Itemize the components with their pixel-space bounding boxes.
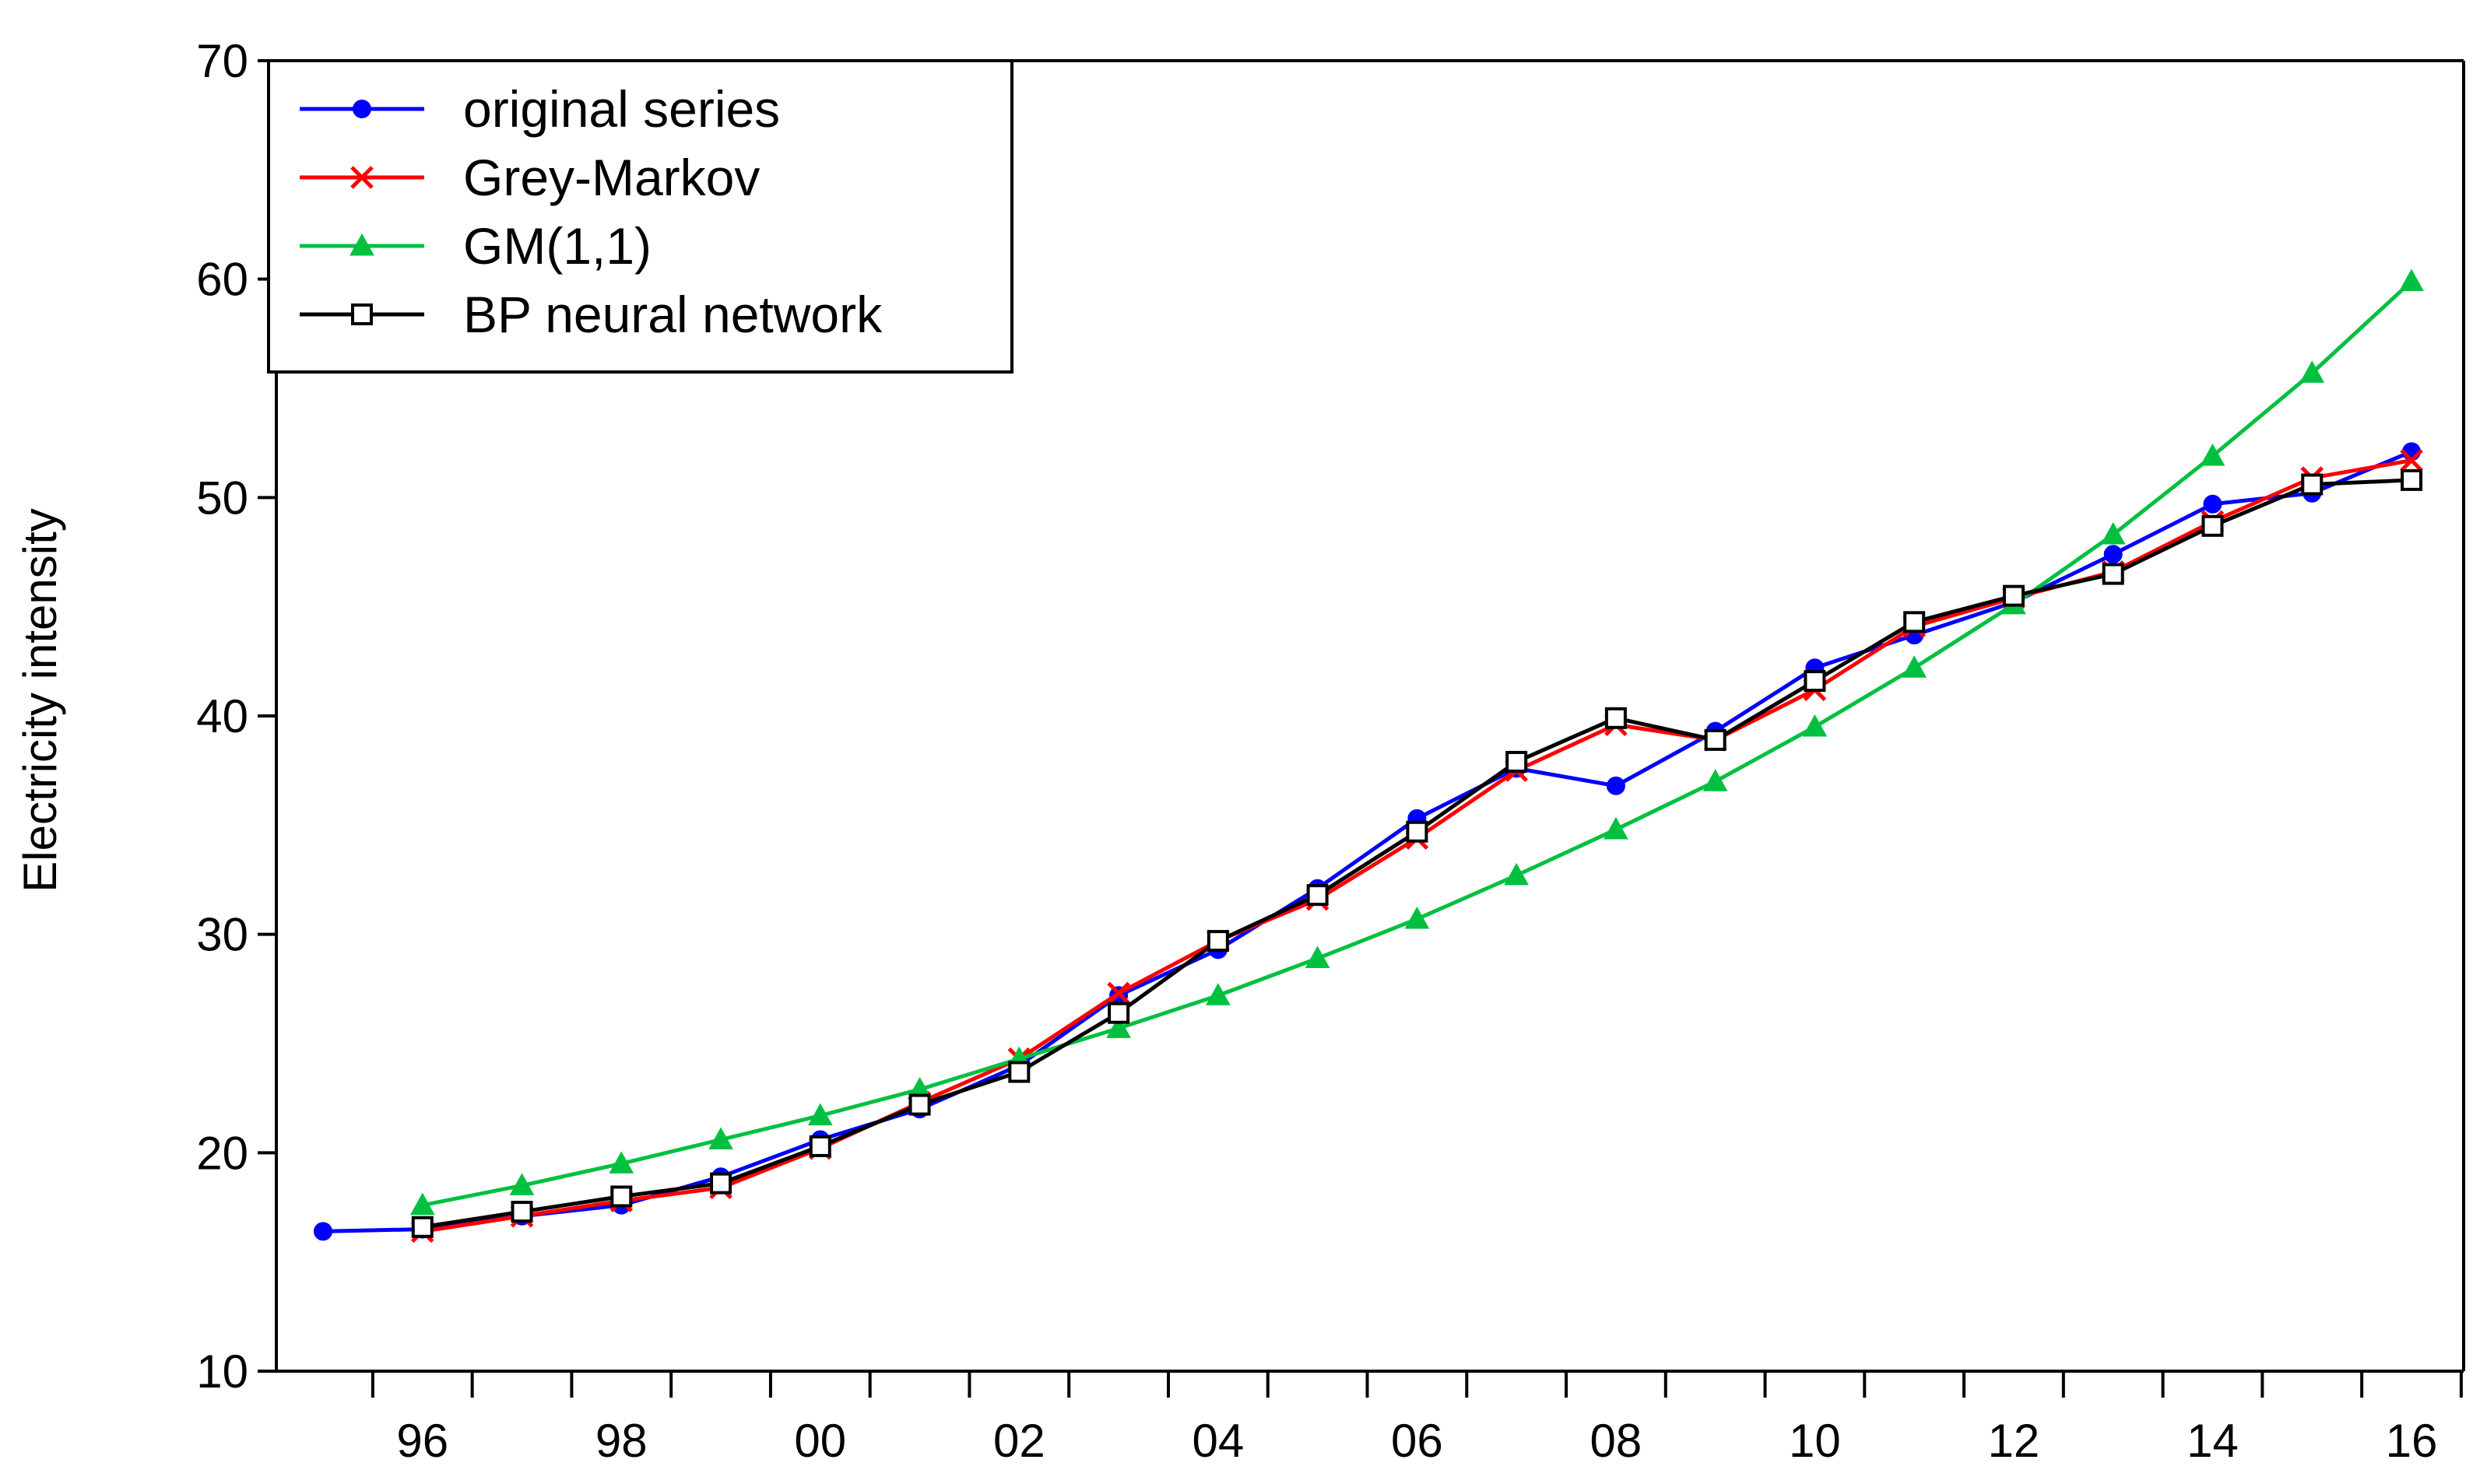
data-point — [2399, 268, 2424, 291]
y-tick-label: 30 — [196, 909, 248, 961]
data-point — [610, 1185, 633, 1208]
legend-marker — [353, 100, 371, 118]
x-tick-label: 02 — [993, 1415, 1045, 1467]
data-point — [511, 1201, 533, 1223]
data-point — [1108, 1002, 1130, 1024]
legend-label: Grey-Markov — [463, 149, 760, 206]
y-tick-label: 40 — [196, 690, 248, 742]
y-tick-label: 10 — [196, 1345, 248, 1398]
series-layer — [314, 268, 2424, 1244]
data-point — [1802, 714, 1828, 737]
legend-item: Grey-Markov — [300, 149, 760, 206]
x-tick-label: 14 — [2187, 1415, 2239, 1467]
x-tick-label: 10 — [1789, 1415, 1841, 1467]
x-tick-label: 12 — [1988, 1415, 2040, 1467]
x-tick-label: 04 — [1192, 1415, 1244, 1467]
data-point — [509, 1173, 535, 1195]
data-point — [908, 1093, 931, 1116]
data-point — [710, 1172, 732, 1195]
data-point — [1704, 728, 1727, 751]
legend: original series Grey-Markov GM(1,1) BP neur… — [267, 59, 1013, 374]
legend-marker — [351, 303, 373, 325]
data-point — [1902, 655, 1927, 678]
legend-marker — [350, 166, 374, 189]
data-point — [1106, 1016, 1131, 1038]
data-point — [2200, 443, 2225, 466]
legend-item: BP neural network — [300, 286, 883, 343]
data-point — [2002, 584, 2025, 607]
y-tick-label: 20 — [196, 1127, 248, 1179]
data-point — [2400, 448, 2423, 472]
data-point — [1804, 670, 1826, 693]
data-point — [1305, 945, 1330, 969]
data-point — [1604, 816, 1628, 840]
data-point — [409, 1192, 435, 1216]
legend-item: GM(1,1) — [300, 217, 652, 275]
data-point — [2301, 473, 2324, 496]
data-point — [1505, 750, 1528, 773]
y-axis-title: Electricity intensity — [14, 508, 66, 892]
x-marker-stroke — [350, 166, 374, 189]
legend-label: original series — [463, 80, 780, 138]
data-point — [807, 1103, 833, 1126]
data-point — [1008, 1061, 1031, 1083]
x-tick-label: 98 — [595, 1415, 648, 1467]
legend-item: original series — [300, 80, 780, 138]
x-tick-label: 96 — [396, 1415, 448, 1467]
data-point — [411, 1216, 434, 1238]
data-point — [2203, 494, 2222, 514]
x-tick-label: 06 — [1391, 1415, 1443, 1467]
data-point — [1404, 906, 1430, 929]
data-point — [1504, 862, 1529, 886]
x-tick-label: 08 — [1590, 1415, 1642, 1467]
legend-label: BP neural network — [463, 286, 883, 343]
x-tick-label: 16 — [2386, 1415, 2438, 1467]
data-point — [2100, 522, 2126, 545]
data-point — [1606, 776, 1625, 795]
x-marker-stroke — [2400, 448, 2423, 472]
data-point — [1306, 884, 1329, 907]
data-point — [1702, 769, 1728, 791]
x-axis: 96 98 00 02 04 06 08 10 12 14 16 — [371, 1371, 2463, 1467]
data-point — [2102, 563, 2124, 585]
x-tick-label: 00 — [794, 1415, 846, 1467]
y-tick-label: 60 — [196, 254, 248, 306]
series-3 — [411, 468, 2422, 1238]
data-point — [2299, 360, 2325, 383]
data-point — [1206, 983, 1231, 1005]
legend-label: GM(1,1) — [463, 217, 652, 275]
data-point — [2103, 545, 2123, 564]
y-tick-label: 50 — [196, 472, 248, 524]
data-point — [314, 1222, 332, 1241]
data-point — [1107, 981, 1130, 1005]
y-axis: 10 20 30 40 50 60 70 — [196, 35, 276, 1398]
data-point — [609, 1151, 634, 1174]
y-tick-label: 70 — [196, 35, 248, 87]
data-point — [2201, 514, 2224, 537]
legend-marker — [350, 233, 374, 256]
data-point — [1903, 611, 1926, 633]
data-point — [1207, 930, 1229, 952]
data-point — [1604, 707, 1627, 729]
x-marker-stroke — [1107, 981, 1130, 1005]
data-point — [809, 1135, 831, 1157]
legend-box — [267, 59, 1013, 374]
data-point — [708, 1127, 733, 1149]
data-point — [1406, 820, 1428, 843]
data-point — [2401, 468, 2422, 491]
